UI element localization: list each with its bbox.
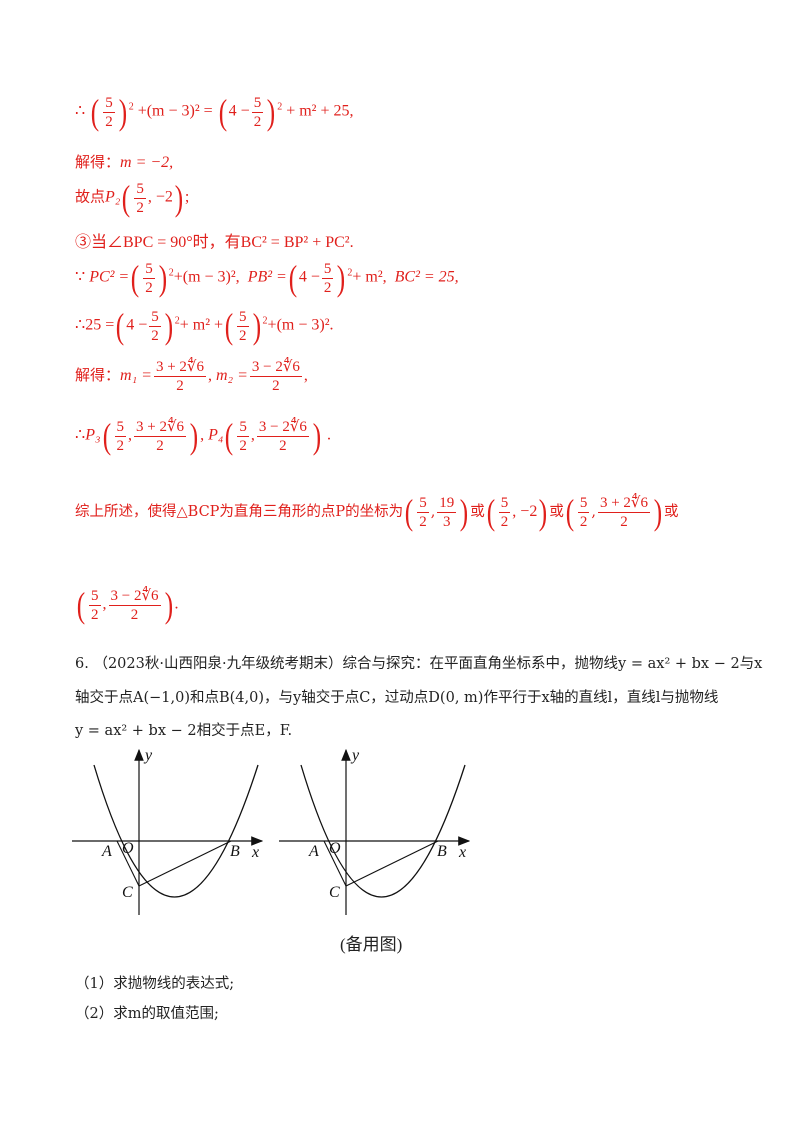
parabola [93, 764, 259, 898]
solution-conclusion: 综上所述，使得△BCP为直角三角形的点P的坐标为(5 2, 19 3) 或(5 2, −2… [75, 492, 679, 532]
therefore-symbol: ∴ [75, 316, 86, 334]
fraction: 3 − 2∜6 2 [256, 418, 309, 454]
fraction: 3 + 2∜6 2 [153, 359, 206, 394]
point-c-label: C [122, 884, 133, 901]
expression: BC² = 25, [394, 268, 459, 286]
fraction: 3 + 2∜6 2 [597, 494, 650, 530]
point-a-label: A [308, 843, 319, 860]
question-line-2: 轴交于点A(−1,0)和点B(4,0)，与y轴交于点C，过动点D(0, m)作平… [75, 690, 719, 706]
value: m = −2, [120, 154, 174, 171]
point-name: P₃ [85, 426, 101, 444]
question-line-3: y = ax² + bx − 2相交于点E，F. [75, 723, 293, 739]
point-name: P₄ [208, 426, 224, 444]
label: 解得： [75, 366, 121, 385]
solution-line-7: 解得：m₁ = 3 + 2∜6 2, m₂ = 3 − 2∜6 2, [75, 359, 308, 394]
expression: PB² = [247, 268, 287, 286]
sub-question-2: （2）求m的取值范围; [75, 1006, 219, 1022]
solution-conclusion-cont: (5 2, 3 − 2∜6 2). [76, 585, 179, 625]
fraction: 3 + 2∜6 2 [134, 418, 187, 454]
segment-bc [345, 840, 439, 887]
solution-line-3: 故点P₂(5 2, −2); [75, 178, 190, 218]
sub-question-1: （1）求抛物线的表达式; [75, 976, 235, 992]
case-statement: ③当∠BPC = 90°时，有BC² = BP² + PC². [75, 234, 354, 251]
segment-ac [116, 840, 140, 887]
solution-line-2: 解得：m = −2, [75, 151, 173, 172]
expression: + m², [352, 268, 387, 286]
y-label: y [350, 747, 360, 764]
origin-label: O [329, 840, 341, 857]
solution-line-4: ③当∠BPC = 90°时，有BC² = BP² + PC². [75, 228, 354, 252]
expression: + m² + 25, [286, 102, 354, 120]
figure-1: y x A O B C [72, 747, 264, 915]
parabola [300, 764, 466, 898]
expression: +(m − 3)². [267, 316, 334, 334]
x-label: x [251, 844, 259, 861]
expression: PC² = [89, 268, 130, 286]
y-label: y [143, 747, 153, 764]
point-name: P₂ [105, 188, 121, 206]
label: 解得： [75, 153, 121, 171]
variable: m₁ = [120, 367, 152, 385]
x-label: x [458, 844, 466, 861]
solution-line-1: ∴ (5 2) 2 +(m − 3)² = (4 −5 2) 2 + m² + 25, [75, 92, 354, 132]
expression: 25 = [85, 316, 115, 334]
origin-label: O [122, 840, 134, 857]
expression: +(m − 3)² = [137, 102, 213, 120]
value: −2 [155, 188, 173, 206]
fraction: 3 − 2∜6 2 [249, 359, 302, 394]
segment-bc [138, 840, 232, 887]
fraction: 3 − 2∜6 2 [108, 587, 161, 623]
therefore-symbol: ∴ [75, 102, 86, 120]
segment-ac [323, 840, 347, 887]
point-b-label: B [230, 843, 240, 860]
variable: m₂ = [215, 367, 248, 385]
solution-line-6: ∴25 =(4 −5 2) 2+ m² +(5 2) 2+(m − 3)². [75, 306, 334, 346]
fraction: 19 3 [437, 494, 457, 530]
solution-line-5: ∵ PC² =(5 2) 2+(m − 3)², PB² =(4 −5 2) 2+ m²… [75, 258, 459, 298]
question-line-1: 6. （2023秋·山西阳泉·九年级统考期末）综合与探究：在平面直角坐标系中，抛… [75, 656, 763, 672]
because-symbol: ∵ [75, 268, 86, 286]
figure-2: y x A O B C [279, 747, 471, 915]
point-c-label: C [329, 884, 340, 901]
expression: +(m − 3)², [173, 268, 240, 286]
therefore-symbol: ∴ [75, 426, 86, 444]
conclusion-text: 综上所述，使得△BCP为直角三角形的点P的坐标为 [75, 504, 404, 520]
point-b-label: B [437, 843, 447, 860]
expression: + m² + [179, 316, 224, 334]
figure-caption: (备用图) [340, 935, 403, 954]
figures: y x A O B C y x A O B C [72, 747, 471, 915]
solution-line-8: ∴P₃(5 2, 3 + 2∜6 2), P₄(5 2, 3 − 2∜6 2) . [75, 416, 331, 456]
label: 故点 [75, 187, 106, 206]
point-a-label: A [101, 843, 112, 860]
expression: 4 − [228, 102, 250, 120]
